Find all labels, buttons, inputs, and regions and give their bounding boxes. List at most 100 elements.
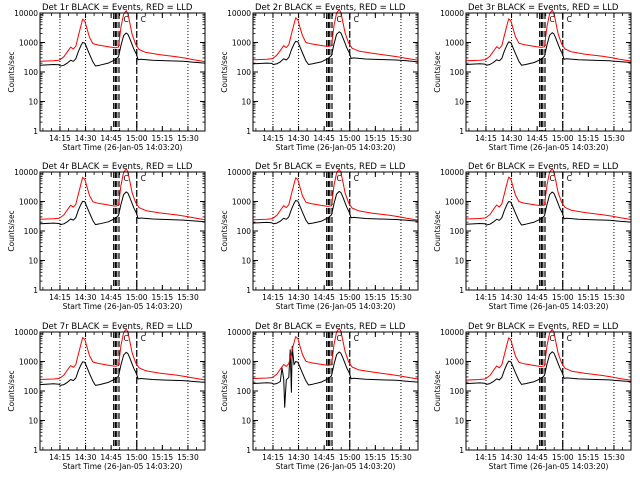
y-tick-label: 1 [459, 446, 464, 455]
y-axis-label: Counts/sec [220, 51, 229, 92]
x-axis-label: Start Time (26-Jan-05 14:03:20) [276, 302, 396, 311]
events-series-line [39, 351, 206, 386]
x-axis-label: Start Time (26-Jan-05 14:03:20) [489, 462, 609, 471]
x-tick-label: 14:15 [49, 453, 71, 462]
x-tick-label: 14:30 [288, 134, 310, 143]
x-tick-label: 14:30 [501, 134, 523, 143]
x-tick-label: 15:00 [339, 453, 361, 462]
y-tick-label: 10 [241, 257, 251, 266]
x-tick-label: 14:45 [526, 453, 548, 462]
x-tick-label: 15:00 [339, 134, 361, 143]
chart-title: Det 7r BLACK = Events, RED = LLD [42, 322, 193, 332]
lld-series-line [252, 9, 419, 61]
y-tick-label: 10000 [440, 168, 464, 177]
x-tick-label: 14:15 [475, 134, 497, 143]
y-tick-label: 100 [237, 227, 252, 236]
y-tick-label: 1 [246, 286, 251, 295]
x-tick-label: 14:15 [49, 134, 71, 143]
x-tick-label: 14:15 [49, 293, 71, 302]
annotation-label: C [124, 174, 129, 183]
plot-frame [252, 331, 419, 451]
events-series-line [39, 32, 206, 67]
y-tick-label: 10 [454, 417, 464, 426]
x-tick-label: 14:15 [262, 134, 284, 143]
events-series-line [252, 190, 419, 225]
y-tick-label: 1000 [232, 358, 251, 367]
chart-panel: Det 3r BLACK = Events, RED = LLD C C 1 10 100… [433, 3, 632, 152]
y-tick-label: 10 [28, 98, 38, 107]
x-tick-label: 15:00 [126, 453, 148, 462]
x-tick-label: 14:30 [75, 293, 97, 302]
y-tick-label: 1000 [19, 358, 38, 367]
y-tick-label: 100 [237, 387, 252, 396]
x-tick-label: 15:30 [603, 293, 625, 302]
chart-title: Det 1r BLACK = Events, RED = LLD [42, 3, 193, 13]
chart-title: Det 8r BLACK = Events, RED = LLD [255, 322, 406, 332]
chart-title: Det 3r BLACK = Events, RED = LLD [468, 3, 619, 13]
plot-frame [465, 12, 632, 132]
chart-panel: Det 5r BLACK = Events, RED = LLD C C 1 10 100… [220, 162, 419, 311]
y-tick-label: 10 [241, 98, 251, 107]
x-tick-label: 14:45 [313, 453, 335, 462]
chart-panel: Det 4r BLACK = Events, RED = LLD C C 1 10 100… [7, 162, 206, 311]
x-axis-label: Start Time (26-Jan-05 14:03:20) [63, 462, 183, 471]
annotation-label: C [141, 174, 146, 183]
x-tick-label: 14:45 [526, 293, 548, 302]
y-tick-label: 1 [459, 127, 464, 136]
annotation-label: C [354, 174, 359, 183]
y-tick-label: 100 [24, 387, 39, 396]
y-tick-label: 1 [246, 446, 251, 455]
x-tick-label: 15:30 [177, 453, 199, 462]
chart-panel: Det 2r BLACK = Events, RED = LLD C C 1 10 100… [220, 3, 419, 152]
x-tick-label: 14:30 [501, 293, 523, 302]
y-axis-label: Counts/sec [7, 51, 16, 92]
lld-series-line [465, 328, 632, 381]
y-axis-label: Counts/sec [220, 210, 229, 251]
y-tick-label: 1000 [19, 198, 38, 207]
events-series-line [465, 191, 632, 226]
chart-panel: Det 6r BLACK = Events, RED = LLD C C 1 10 100… [433, 162, 632, 311]
x-tick-label: 14:45 [313, 134, 335, 143]
plot-frame [39, 171, 206, 291]
annotation-label: C [337, 15, 342, 24]
x-tick-label: 15:15 [578, 453, 600, 462]
x-tick-label: 15:30 [390, 134, 412, 143]
x-tick-label: 15:30 [603, 134, 625, 143]
x-tick-label: 14:30 [288, 453, 310, 462]
x-tick-label: 14:30 [75, 134, 97, 143]
x-tick-label: 15:00 [552, 453, 574, 462]
y-tick-label: 10 [454, 257, 464, 266]
lld-series-line [465, 168, 632, 220]
x-axis-label: Start Time (26-Jan-05 14:03:20) [276, 462, 396, 471]
y-tick-label: 100 [450, 68, 465, 77]
annotation-label: C [550, 15, 555, 24]
y-tick-label: 1000 [232, 198, 251, 207]
y-tick-label: 10 [28, 257, 38, 266]
x-axis-label: Start Time (26-Jan-05 14:03:20) [63, 302, 183, 311]
y-tick-label: 1000 [445, 39, 464, 48]
y-tick-label: 1 [33, 286, 38, 295]
plot-frame [465, 331, 632, 451]
x-tick-label: 15:15 [365, 293, 387, 302]
x-tick-label: 14:45 [100, 134, 122, 143]
events-series-line [252, 31, 419, 65]
chart-panel: Det 8r BLACK = Events, RED = LLD C C 1 10 100… [220, 322, 419, 471]
annotation-label: C [337, 174, 342, 183]
annotation-label: C [550, 174, 555, 183]
lld-series-line [39, 328, 206, 381]
lld-series-line [39, 10, 206, 63]
y-tick-label: 10 [241, 417, 251, 426]
x-tick-label: 15:30 [603, 453, 625, 462]
x-tick-label: 15:30 [177, 134, 199, 143]
annotation-label: C [354, 15, 359, 24]
x-tick-label: 15:15 [152, 293, 174, 302]
plot-frame [252, 12, 419, 132]
y-axis-label: Counts/sec [220, 370, 229, 411]
y-tick-label: 100 [450, 227, 465, 236]
x-tick-label: 15:15 [365, 134, 387, 143]
y-axis-label: Counts/sec [7, 210, 16, 251]
y-tick-label: 1 [33, 446, 38, 455]
events-series-line [465, 32, 632, 66]
plot-frame [39, 12, 206, 132]
